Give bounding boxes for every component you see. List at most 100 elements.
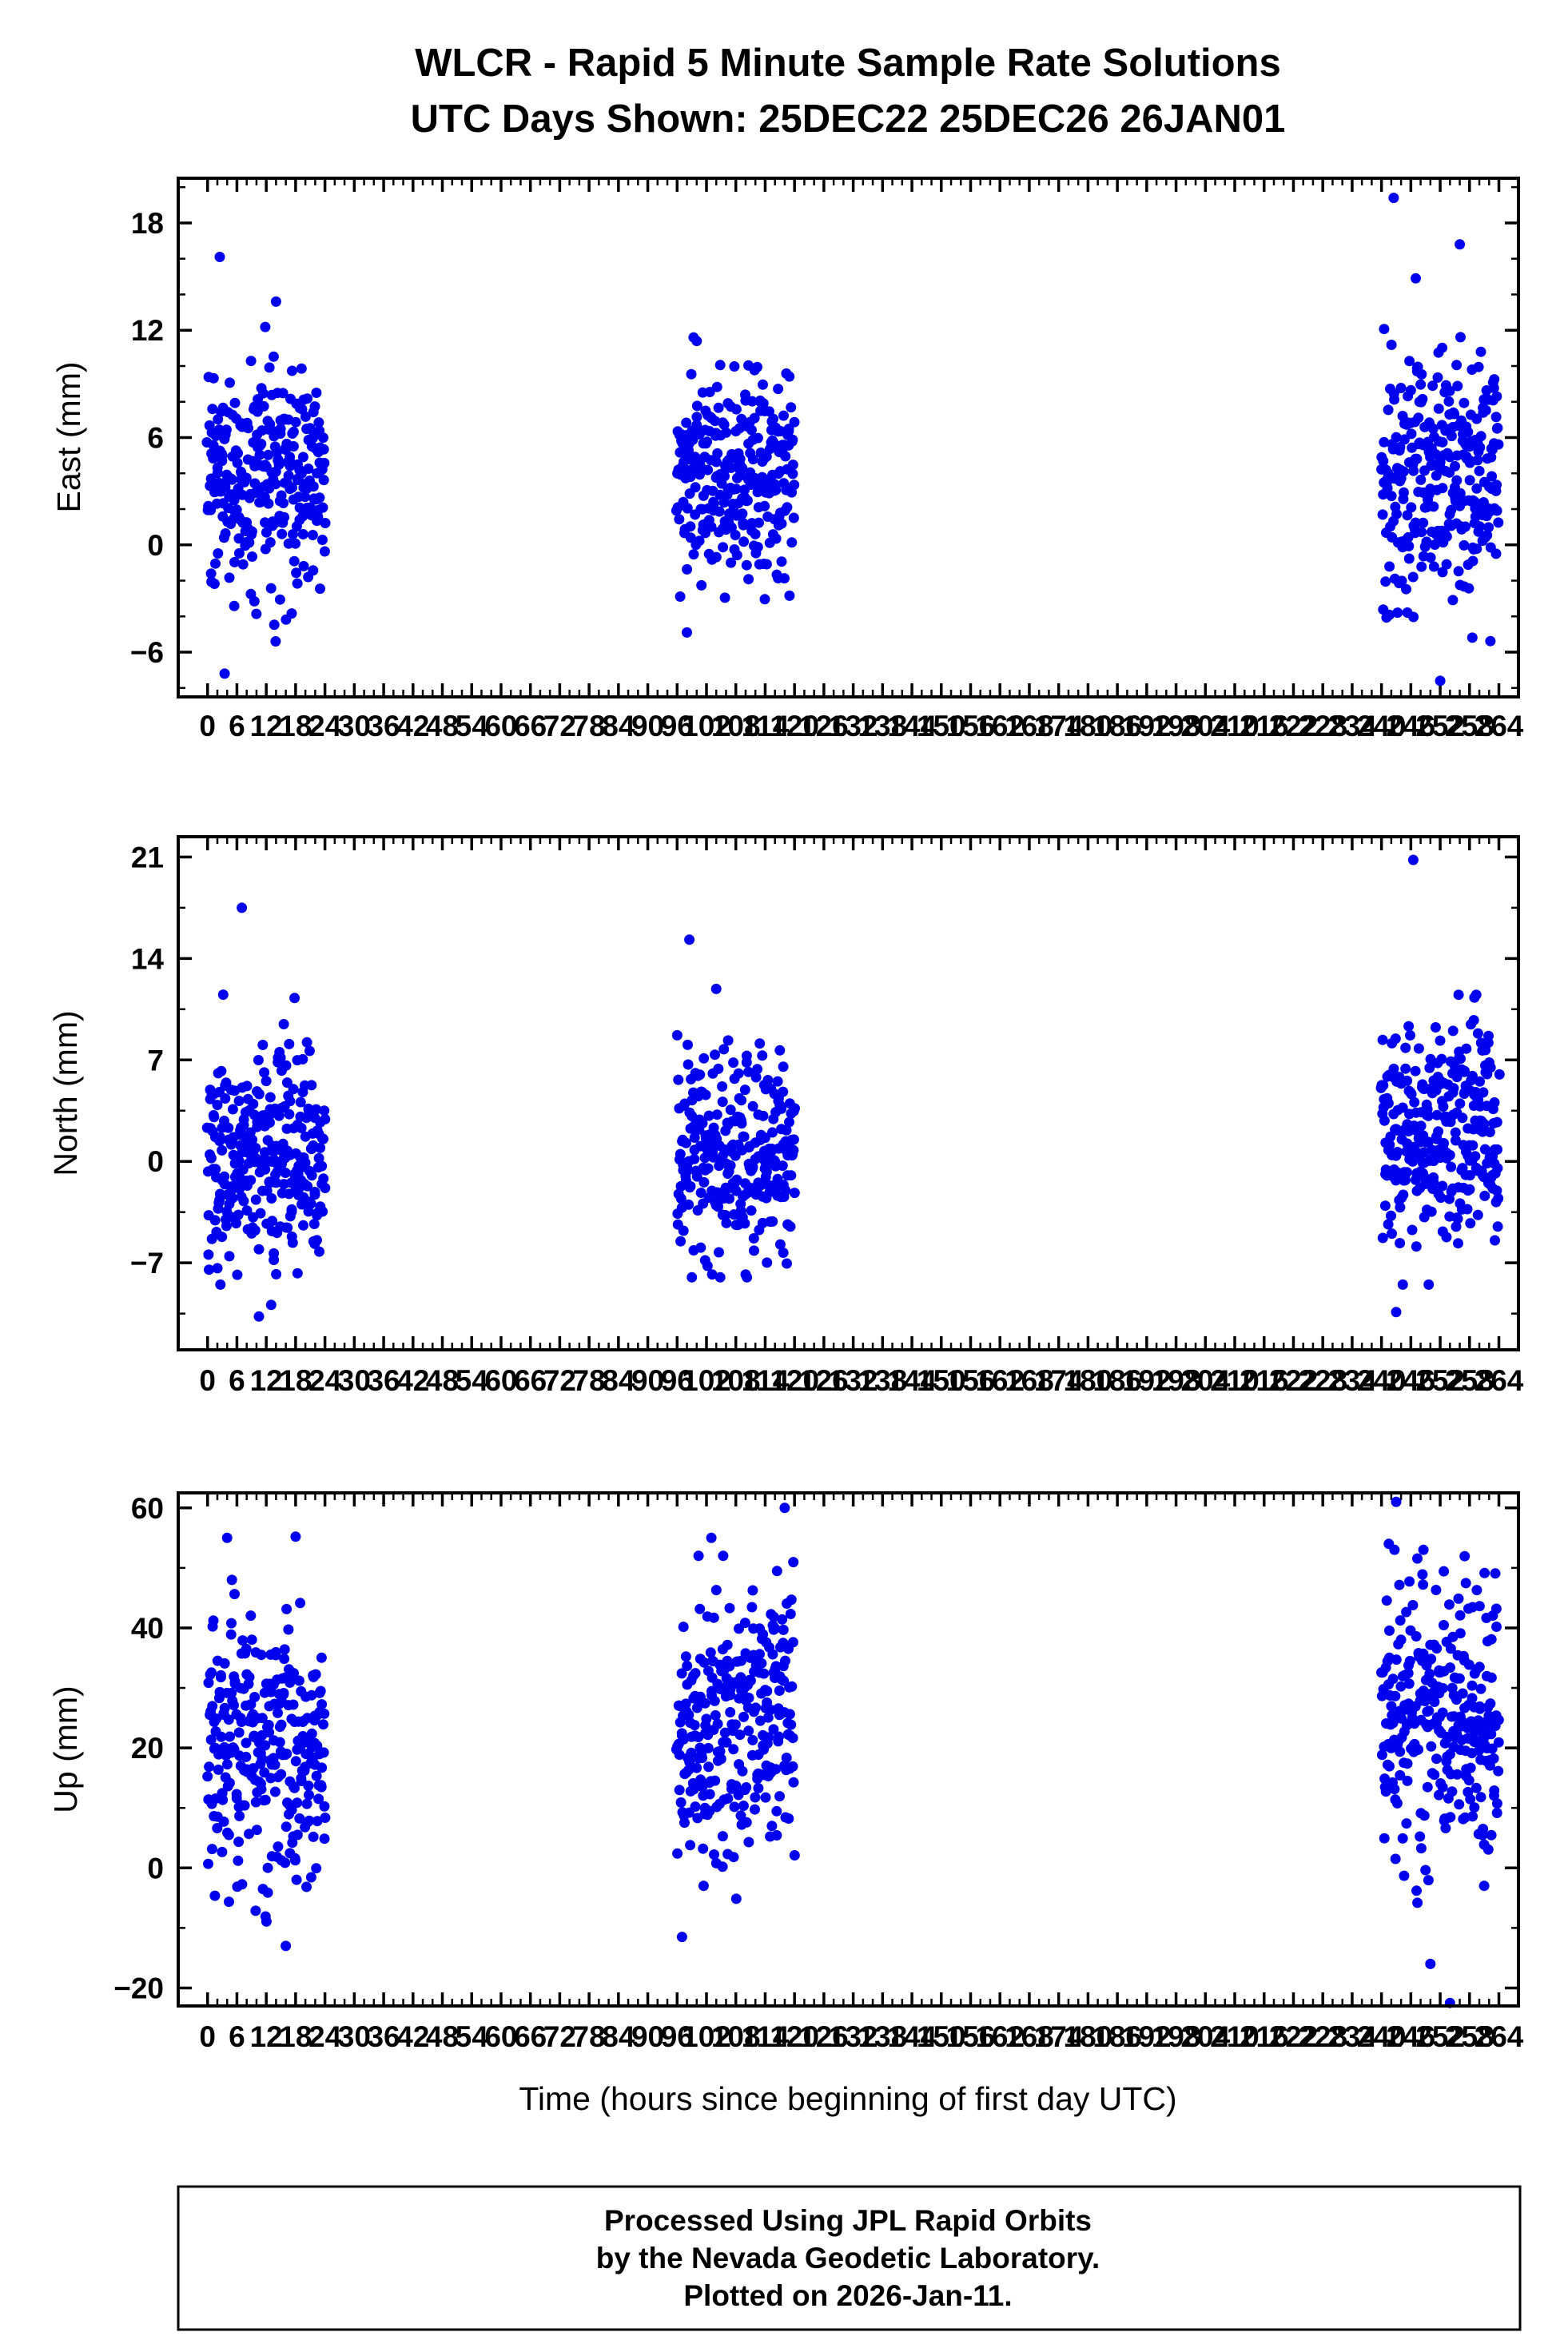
scatter-point [774,1791,785,1802]
plot-border [177,1491,1520,2008]
x-tick-label: 90 [631,1364,664,1397]
scatter-point [272,1166,283,1177]
scatter-point [717,1096,728,1108]
axis-ticks [178,178,1518,697]
scatter-point [250,1194,261,1205]
x-tick-label: 174 [1034,1364,1084,1397]
scatter-point [1417,1569,1428,1580]
scatter-point [300,1157,311,1168]
scatter-point [787,1761,798,1772]
x-tick-label: 204 [1180,710,1230,742]
scatter-point [738,1711,749,1722]
y-tick-label: 20 [131,1732,164,1765]
scatter-point-outlier [710,983,722,994]
scatter-point [730,484,742,495]
scatter-point [1455,1053,1466,1065]
scatter-point [273,1841,284,1853]
scatter-point [319,1105,330,1116]
scatter-point [788,1134,799,1145]
scatter-point [1390,1853,1401,1864]
scatter-point [1482,530,1493,541]
scatter-point [691,420,702,431]
scatter-point [1407,571,1419,583]
scatter-point [229,556,240,567]
scatter-point-outlier [221,1532,233,1543]
scatter-point [1477,1126,1488,1137]
scatter-point [217,989,229,1001]
scatter-point [783,1813,794,1824]
scatter-point [1416,561,1427,572]
scatter-point [789,480,800,491]
scatter-point [720,1210,731,1220]
scatter-point [1451,1221,1462,1232]
scatter-point [1455,332,1466,343]
scatter-point [1411,1885,1422,1896]
scatter-point [673,1074,684,1085]
scatter-point [1451,1769,1463,1780]
y-tick-label: 40 [131,1612,164,1645]
x-tick-label: 12 [250,710,283,742]
x-tick-label: 42 [396,710,429,742]
x-tick-label: 150 [917,2020,966,2053]
scatter-point [224,1777,235,1789]
scatter-point [1430,448,1441,460]
scatter-point [1413,1744,1424,1755]
scatter-point [1406,1088,1417,1100]
scatter-point [1386,491,1397,502]
x-tick-label: 30 [338,710,371,742]
scatter-point-outlier [682,627,692,638]
scatter-point [1380,576,1391,587]
scatter-point [288,1084,299,1095]
scatter-point [780,451,791,462]
scatter-point [231,1218,241,1229]
scatter-point [1475,1792,1486,1803]
scatter-point [213,1764,224,1775]
scatter-point [1479,1144,1490,1155]
scatter-point [750,1072,762,1083]
scatter-point [1491,1808,1502,1818]
scatter-point [746,1205,757,1216]
x-tick-label: 252 [1415,1364,1465,1397]
axis-ticks [178,1493,1518,2006]
scatter-point [1433,403,1444,414]
scatter-point-outlier [691,336,702,347]
scatter-point [1462,1204,1473,1215]
x-tick-label: 36 [367,1364,400,1397]
scatter-point [226,474,237,485]
scatter-point [758,1629,769,1640]
scatter-point [232,1269,243,1280]
scatter-point [721,427,732,438]
scatter-point [314,1687,325,1698]
scatter-point [1450,460,1460,472]
scatter-point [249,1225,261,1236]
scatter-point [761,559,772,570]
scatter-point [704,1789,715,1800]
x-tick-label: 144 [887,2020,937,2053]
scatter-point [1397,1102,1408,1113]
scatter-point [746,1602,758,1613]
scatter-point [233,533,245,544]
scatter-point [314,1246,324,1257]
x-tick-label: 6 [229,1364,245,1397]
x-tick-label: 162 [975,2020,1025,2053]
scatter-point [679,463,690,474]
scatter-point [787,460,798,471]
x-tick-label: 192 [1122,1364,1172,1397]
x-tick-label: 18 [279,710,312,742]
scatter-point [1390,1033,1401,1045]
scatter-point [1469,1802,1480,1813]
scatter-point [217,1788,228,1799]
x-tick-label: 240 [1357,2020,1407,2053]
scatter-point-outlier [281,1940,292,1952]
x-tick-label: 234 [1327,710,1377,742]
scatter-point [1379,436,1390,448]
scatter-point [1474,1076,1486,1087]
x-tick-label: 24 [308,2020,342,2053]
scatter-point [718,542,729,553]
scatter-point [1452,1213,1463,1224]
scatter-point [1460,521,1471,532]
scatter-point [207,1701,218,1712]
scatter-point [308,1219,320,1229]
scatter-point [694,535,705,547]
scatter-point [1475,346,1486,357]
